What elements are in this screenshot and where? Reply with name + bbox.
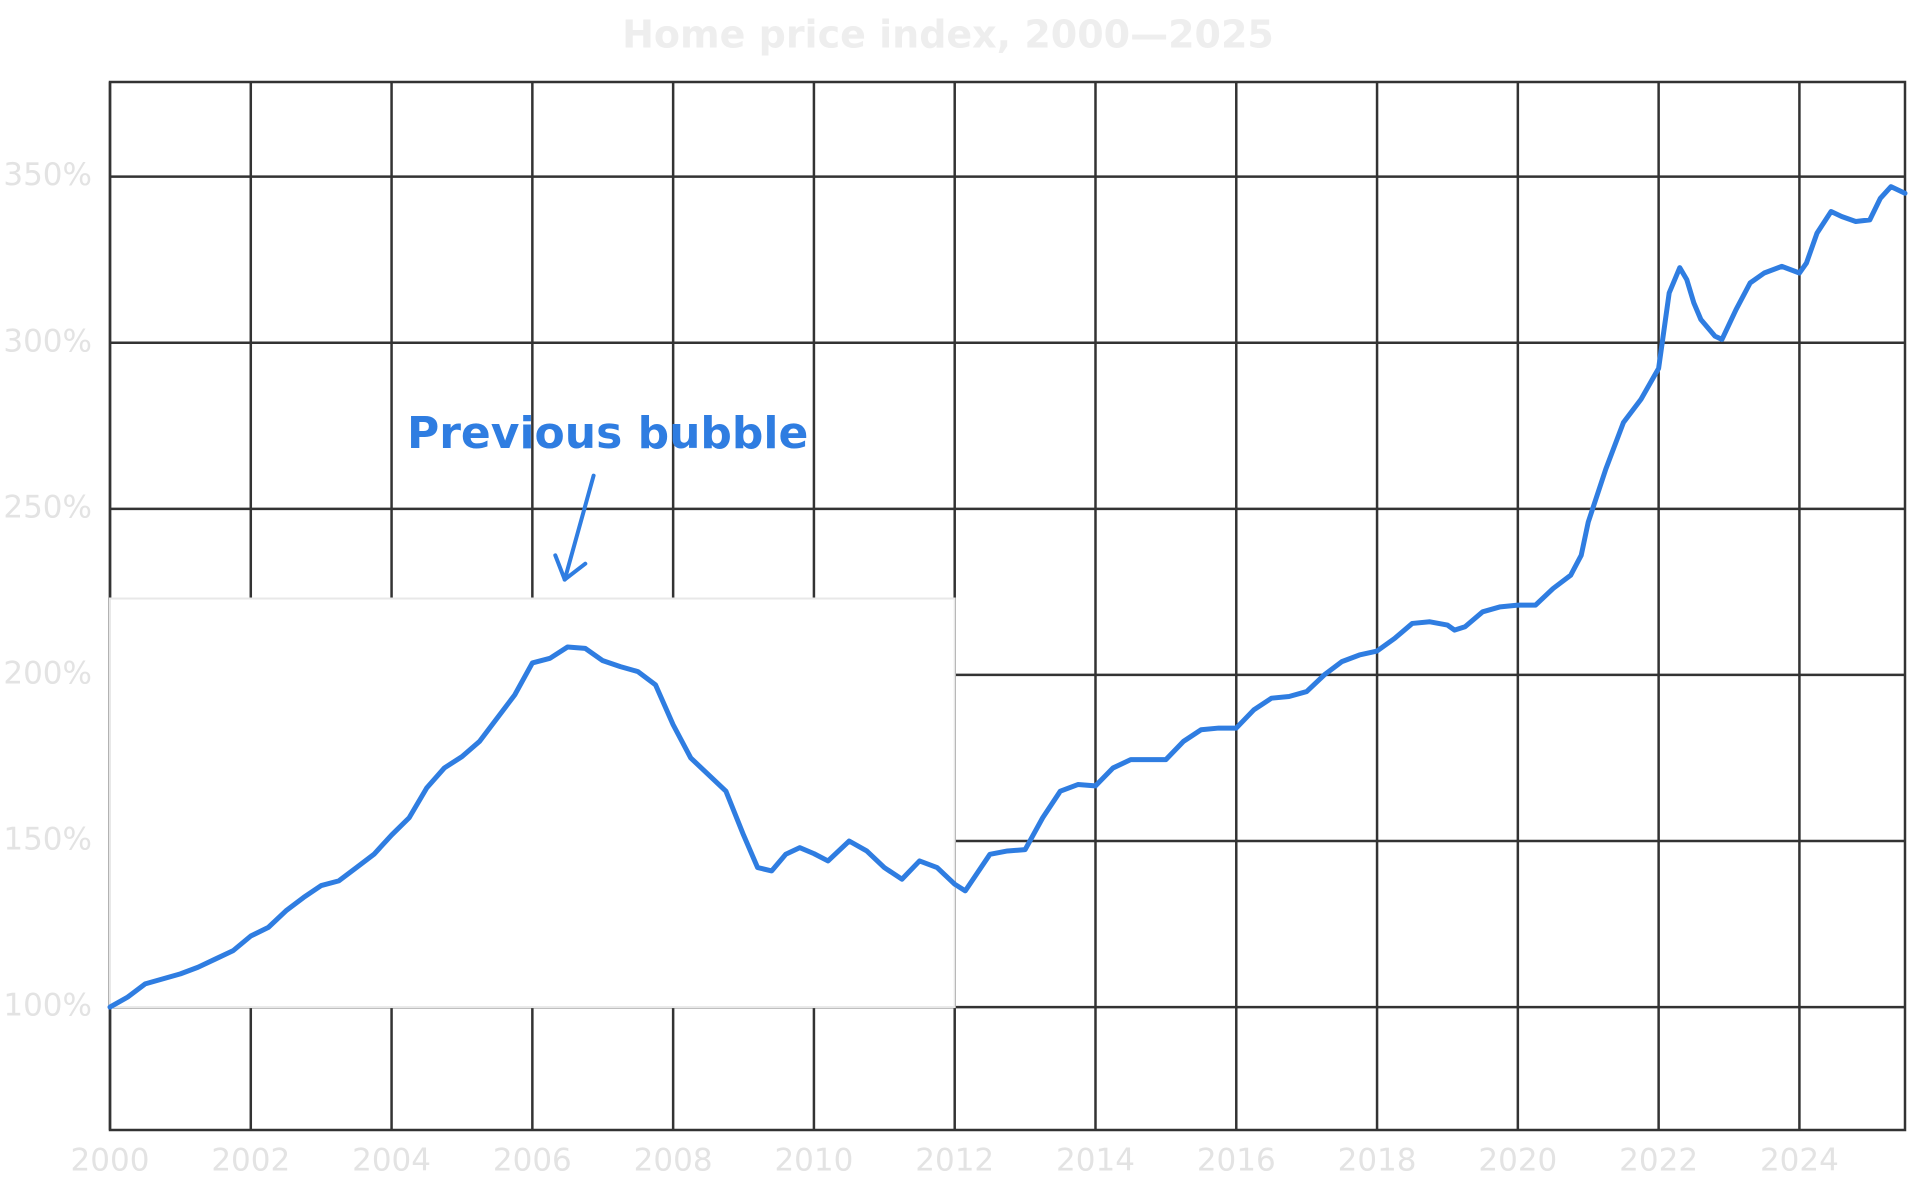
x-tick-label: 2020 bbox=[1478, 1143, 1557, 1179]
x-tick-label: 2022 bbox=[1619, 1143, 1698, 1179]
y-tick-label: 150% bbox=[3, 822, 92, 858]
y-tick-label: 250% bbox=[3, 489, 92, 525]
x-tick-label: 2004 bbox=[352, 1143, 431, 1179]
x-tick-label: 2000 bbox=[71, 1143, 150, 1179]
x-tick-label: 2006 bbox=[493, 1143, 572, 1179]
chart-title: Home price index, 2000—2025 bbox=[622, 13, 1274, 57]
x-tick-label: 2014 bbox=[1056, 1143, 1135, 1179]
x-tick-label: 2010 bbox=[774, 1143, 853, 1179]
annotation-arrow bbox=[562, 473, 596, 582]
y-tick-label: 300% bbox=[3, 323, 92, 359]
line bbox=[107, 184, 1908, 1010]
x-tick-label: 2016 bbox=[1197, 1143, 1276, 1179]
x-tick-label: 2018 bbox=[1338, 1143, 1417, 1179]
annotation-arrowhead bbox=[553, 553, 588, 582]
annotation: Previous bubble bbox=[407, 408, 808, 459]
y-tick-label: 200% bbox=[3, 655, 92, 691]
x-tick-label: 2024 bbox=[1760, 1143, 1839, 1179]
x-tick-label: 2012 bbox=[915, 1143, 994, 1179]
x-tick-label: 2008 bbox=[634, 1143, 713, 1179]
x-tick-label: 2002 bbox=[211, 1143, 290, 1179]
y-tick-label: 100% bbox=[3, 988, 92, 1024]
y-tick-label: 350% bbox=[3, 157, 92, 193]
